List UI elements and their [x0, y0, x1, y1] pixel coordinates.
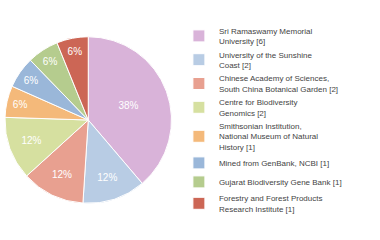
svg-text:6%: 6%: [24, 75, 39, 86]
svg-text:University of the SunshineCoas: University of the SunshineCoast [2]: [219, 51, 312, 70]
svg-text:Chinese Academy of Sciences,So: Chinese Academy of Sciences,South China …: [219, 74, 338, 93]
svg-text:Centre for BiodiversityGenomic: Centre for BiodiversityGenomics [2]: [219, 98, 298, 117]
svg-text:12%: 12%: [52, 169, 72, 180]
svg-text:6%: 6%: [68, 46, 83, 57]
svg-text:Gujarat Biodiversity Gene Bank: Gujarat Biodiversity Gene Bank [1]: [219, 178, 342, 187]
svg-text:6%: 6%: [13, 99, 28, 110]
svg-text:12%: 12%: [21, 135, 41, 146]
svg-text:12%: 12%: [97, 172, 117, 183]
svg-text:Sri Ramaswamy MemorialUniversi: Sri Ramaswamy MemorialUniversity [6]: [219, 27, 313, 46]
svg-text:Smithsonian Institution,Nation: Smithsonian Institution,National Museum …: [219, 122, 318, 152]
svg-text:6%: 6%: [43, 56, 58, 67]
svg-text:38%: 38%: [118, 100, 138, 111]
svg-text:Forestry and Forest ProductsRe: Forestry and Forest ProductsResearch Ins…: [219, 194, 323, 213]
svg-text:Mined from GenBank, NCBI [1]: Mined from GenBank, NCBI [1]: [219, 159, 329, 168]
